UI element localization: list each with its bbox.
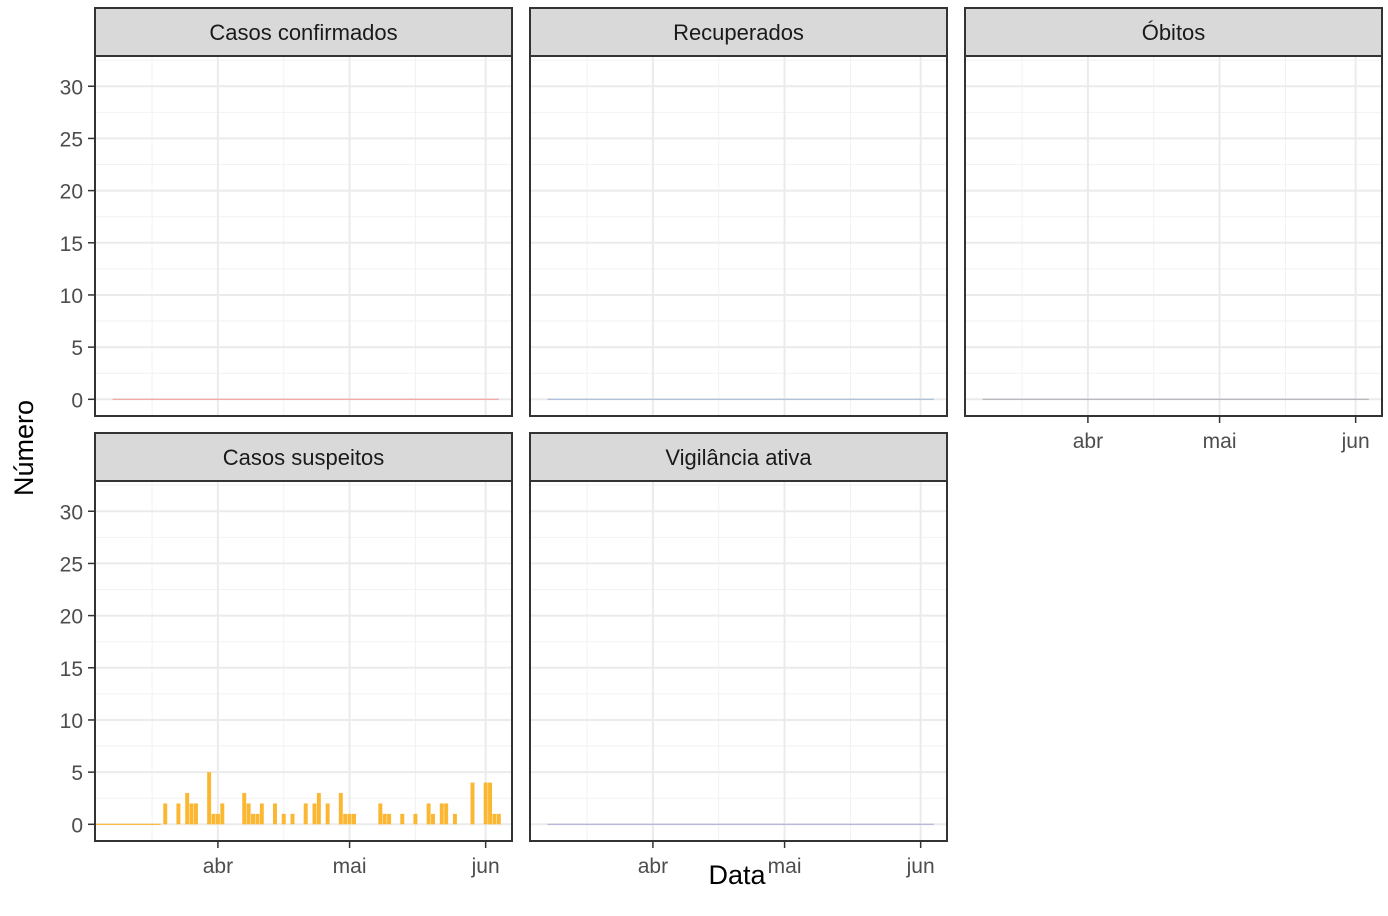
panel-background (965, 56, 1382, 416)
bar (189, 803, 194, 825)
x-tick-label: mai (768, 855, 802, 878)
y-tick-label: 5 (71, 762, 83, 785)
bar (193, 803, 198, 825)
facet-strip-label: Casos confirmados (209, 20, 397, 45)
bar (483, 782, 488, 825)
bar (259, 803, 264, 825)
bar (378, 803, 383, 825)
y-tick-label: 0 (71, 389, 83, 412)
facet-panel: Casos confirmados 0 5 10 15 20 25 30 (60, 7, 513, 417)
bar (413, 813, 418, 825)
bar (343, 813, 348, 825)
y-tick-label: 15 (60, 658, 83, 681)
bar (176, 803, 181, 825)
x-tick-label: mai (333, 855, 367, 878)
bar (272, 803, 277, 825)
y-tick-label: 10 (60, 710, 83, 733)
bar (220, 803, 225, 825)
bar (251, 813, 255, 825)
facet-panel: Óbitos abr mai jun (964, 7, 1383, 453)
bar (325, 803, 330, 825)
y-tick-label: 20 (60, 606, 83, 629)
y-tick-label: 30 (60, 501, 83, 524)
x-tick-label: jun (906, 855, 935, 878)
bar (163, 803, 168, 825)
bar (215, 813, 220, 825)
y-axis-title: Número (9, 400, 39, 496)
facet-strip-label: Vigilância ativa (665, 445, 812, 470)
bar (452, 813, 457, 825)
bar (382, 813, 387, 825)
facet-strip (94, 7, 513, 57)
bar (246, 803, 251, 825)
facet-strip (529, 7, 948, 57)
panels-layer: Casos confirmados 0 5 10 15 20 25 30 Recuperados… (60, 7, 1383, 878)
y-tick-label: 25 (60, 128, 83, 151)
bar (439, 803, 444, 825)
facet-panel: Recuperados (529, 7, 948, 417)
y-tick-label: 30 (60, 76, 83, 99)
facet-panel: Casos suspeitos 0 5 10 15 20 25 30 abr mai jun (60, 432, 513, 878)
y-tick-label: 5 (71, 337, 83, 360)
x-tick-label: jun (1341, 430, 1370, 453)
bar (303, 803, 308, 825)
bar (255, 813, 260, 825)
x-tick-label: abr (203, 855, 233, 878)
bar (281, 813, 286, 825)
facet-strip-label: Óbitos (1142, 20, 1206, 45)
panel-background (530, 481, 947, 841)
facet-strip-label: Recuperados (673, 20, 804, 45)
bar (492, 813, 497, 825)
facet-strip (964, 7, 1383, 57)
bar (338, 793, 343, 825)
bar (496, 813, 501, 825)
bar (290, 813, 295, 825)
bar (207, 772, 212, 825)
panel-background (530, 56, 947, 416)
bar (470, 782, 475, 825)
bar (312, 803, 317, 825)
panel-background (95, 56, 512, 416)
bar (387, 813, 392, 825)
x-tick-label: jun (471, 855, 500, 878)
bar (347, 813, 352, 825)
y-tick-label: 25 (60, 553, 83, 576)
facet-panel: Vigilância ativa abr mai jun (529, 432, 948, 878)
panel-background (95, 481, 512, 841)
x-tick-label: abr (1073, 430, 1103, 453)
x-axis-title: Data (708, 860, 766, 890)
bar (431, 813, 435, 825)
bar (185, 793, 190, 825)
y-tick-label: 15 (60, 233, 83, 256)
bar (352, 813, 356, 825)
facet-strip (94, 432, 513, 482)
x-tick-label: mai (1203, 430, 1237, 453)
bar (211, 813, 216, 825)
y-tick-label: 20 (60, 181, 83, 204)
y-tick-label: 10 (60, 285, 83, 308)
bar (242, 793, 247, 825)
x-tick-label: abr (638, 855, 668, 878)
bar (400, 813, 405, 825)
bar (426, 803, 431, 825)
facet-strip-label: Casos suspeitos (223, 445, 384, 470)
bar (316, 793, 321, 825)
bar (444, 803, 449, 825)
bar (488, 782, 493, 825)
facet-strip (529, 432, 948, 482)
y-tick-label: 0 (71, 814, 83, 837)
